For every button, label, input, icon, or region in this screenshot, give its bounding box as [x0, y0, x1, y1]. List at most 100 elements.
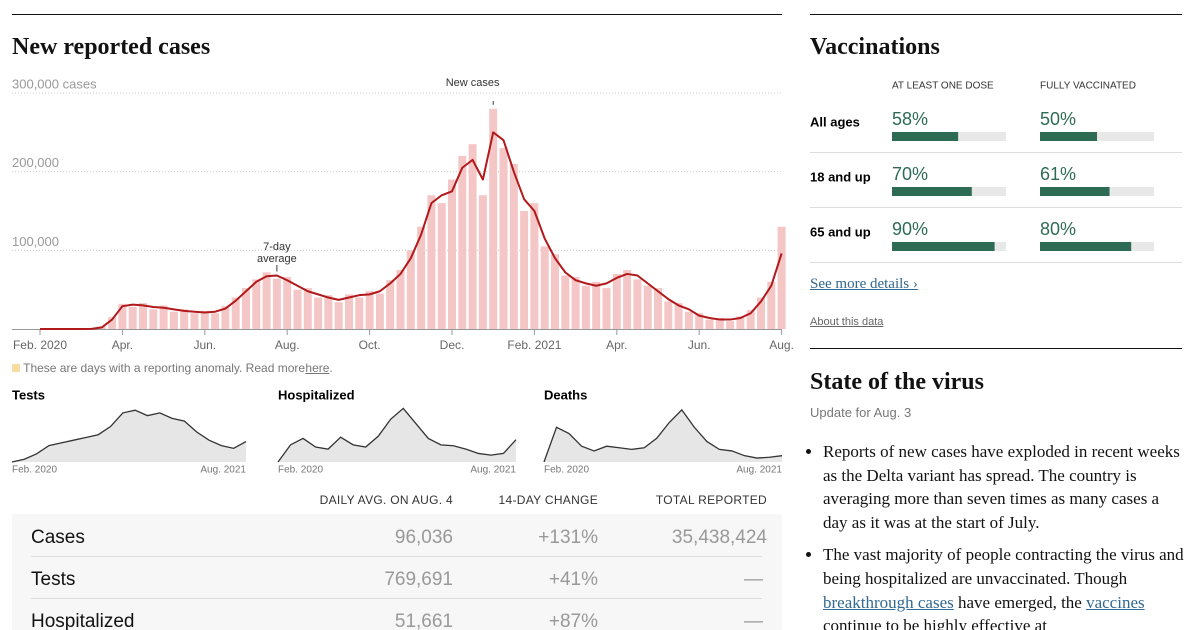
bar: [200, 310, 209, 329]
note-text: These are days with a reporting anomaly.…: [23, 361, 306, 375]
percent-label: 58%: [892, 109, 928, 129]
bar: [705, 319, 714, 329]
bar: [551, 254, 559, 329]
see-more-link[interactable]: See more details ›: [810, 276, 918, 292]
y-tick-label: 300,000 cases: [12, 76, 97, 91]
bar: [777, 226, 786, 329]
column-header: AT LEAST ONE DOSE: [892, 81, 994, 92]
average-line: [40, 131, 783, 330]
bar: [355, 297, 364, 329]
table-background: [12, 514, 782, 630]
bar: [108, 317, 117, 329]
bar: [365, 291, 374, 329]
bar: [159, 305, 168, 329]
bar: [892, 132, 959, 141]
anomaly-swatch: [12, 364, 20, 372]
bullet-text: The vast majority of people contracting …: [823, 545, 1184, 588]
x-tick-label: Oct.: [359, 338, 381, 352]
bar: [478, 195, 487, 329]
bar: [303, 288, 312, 329]
bullet: The vast majority of people contracting …: [823, 543, 1185, 630]
bar: [654, 288, 662, 329]
series-annotation: 7-day average: [257, 241, 297, 265]
bar: [417, 226, 426, 329]
row-label: 65 and up: [810, 224, 871, 239]
bar: [396, 270, 405, 329]
sparkline: [11, 409, 247, 463]
bar: [262, 272, 271, 329]
y-tick-label: 200,000: [12, 155, 59, 170]
bar: [211, 313, 220, 329]
column-header: FULLY VACCINATED: [1040, 81, 1136, 92]
sparkline-title: Tests: [12, 387, 45, 402]
bullet: Reports of new cases have exploded in re…: [823, 440, 1185, 534]
x-tick-label: Apr.: [606, 338, 627, 352]
bar: [581, 285, 590, 329]
bar: [128, 306, 137, 329]
bar: [437, 203, 446, 329]
bar: [283, 277, 292, 329]
area-fill: [278, 408, 516, 462]
bar: [314, 297, 323, 329]
bullet-list: Reports of new cases have exploded in re…: [810, 440, 1185, 630]
bar: [695, 313, 704, 329]
percent-label: 90%: [892, 219, 928, 239]
x-tick-label: Feb. 2020: [13, 338, 67, 352]
table-cell: 96,036: [394, 527, 453, 548]
series-annotation: New cases: [445, 77, 500, 89]
bar: [427, 195, 436, 329]
bar: [334, 302, 343, 329]
bar: [499, 148, 508, 329]
bar: [571, 277, 580, 329]
bar: [406, 250, 415, 329]
bar: [592, 281, 601, 329]
bar: [530, 203, 539, 329]
bar: [602, 288, 611, 329]
row-label: 18 and up: [810, 169, 871, 184]
bar: [633, 279, 642, 329]
x-tick-label: Aug.: [769, 338, 794, 352]
y-tick-label: 100,000: [12, 234, 59, 249]
bar: [252, 279, 261, 329]
table-cell: +41%: [548, 569, 598, 590]
x-tick-label: Aug.: [275, 338, 300, 352]
bar: [1040, 187, 1110, 196]
area-fill: [12, 410, 246, 462]
bar: [1040, 132, 1097, 141]
x-tick-label: Dec.: [440, 338, 465, 352]
bar: [190, 313, 199, 329]
percent-label: 70%: [892, 164, 928, 184]
bar: [643, 285, 652, 329]
bar: [664, 301, 673, 329]
table-header: TOTAL REPORTED: [655, 493, 767, 507]
note-link[interactable]: here: [305, 361, 330, 375]
table-cell: —: [744, 611, 763, 630]
area-fill: [544, 409, 782, 462]
x-tick-label: Aug. 2021: [470, 465, 516, 476]
bar: [221, 306, 230, 329]
update-date: Update for Aug. 3: [810, 405, 912, 420]
bar: [623, 270, 632, 329]
bar: [892, 187, 972, 196]
x-tick-label: Feb. 2021: [507, 338, 561, 352]
about-link[interactable]: About this data: [810, 316, 884, 328]
bar: [726, 321, 735, 329]
bar: [561, 275, 570, 329]
bar: [169, 311, 178, 329]
bar: [520, 211, 529, 329]
table-cell: 35,438,424: [671, 527, 767, 548]
x-tick-label: Feb. 2020: [12, 465, 57, 476]
bar: [448, 179, 456, 329]
note-end: .: [329, 361, 333, 375]
bar: [118, 303, 127, 329]
vaccinations-title: Vaccinations: [810, 34, 940, 60]
bar: [540, 246, 549, 329]
row-label: Cases: [31, 527, 85, 548]
bullet-link[interactable]: vaccines: [1086, 592, 1145, 612]
bullet-text: have emerged, the: [953, 592, 1087, 612]
x-tick-label: Jun.: [688, 338, 711, 352]
x-tick-label: Aug. 2021: [736, 465, 782, 476]
row-label: Tests: [31, 569, 76, 590]
bullet-link[interactable]: breakthrough cases: [823, 592, 954, 612]
bar: [386, 280, 395, 329]
